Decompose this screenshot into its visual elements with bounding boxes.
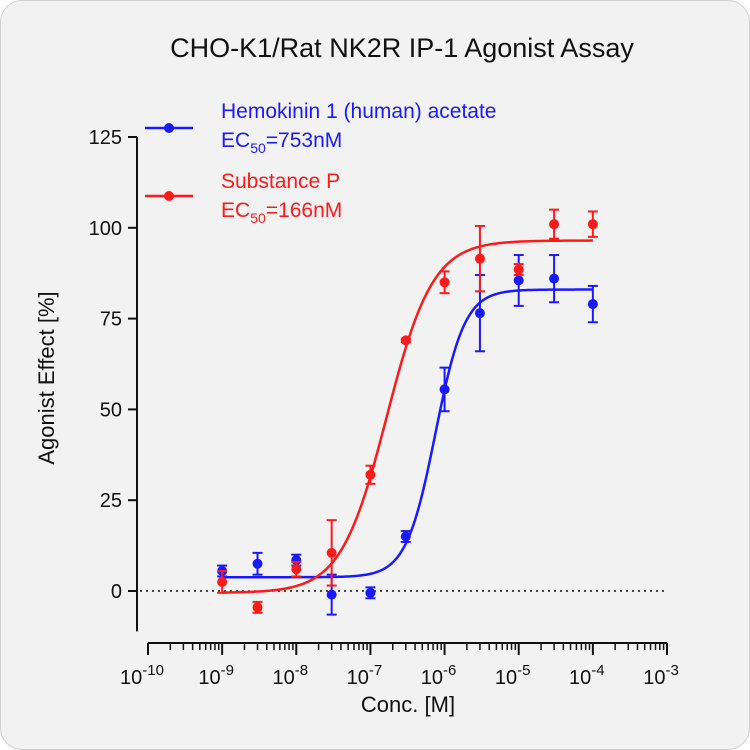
legend-marker-hemokinin [164,123,174,133]
data-point [326,589,337,600]
x-tick-base: 10 [421,667,443,689]
data-point [587,219,598,230]
data-point [400,335,411,346]
data-point [439,384,450,395]
data-point [252,558,263,569]
data-point [365,469,376,480]
x-tick-exponent: -7 [369,662,382,679]
data-point [587,299,598,310]
data-point [252,602,263,613]
x-tick-label: 10-6 [421,662,457,689]
legend-ec50-label-hemokinin: EC [221,129,250,152]
legend-ec50-sub-substance-p: 50 [250,210,266,226]
data-point [439,277,450,288]
legend-ec50-sub-hemokinin: 50 [250,140,266,156]
data-point [400,531,411,542]
data-point [513,264,524,275]
legend-ec50-hemokinin: EC50=753nM [221,129,342,156]
data-point [474,253,485,264]
data-point [549,219,560,230]
legend-ec50-substance-p: EC50=166nM [221,199,342,226]
x-tick-base: 10 [120,667,142,689]
x-tick-label: 10-9 [198,662,234,689]
data-point [513,275,524,286]
x-tick-exponent: -8 [295,662,308,679]
y-tick-label: 75 [100,309,122,331]
legend-marker-substance-p [164,191,174,201]
x-tick-label: 10-7 [347,662,383,689]
legend-ec50-value-hemokinin: =753nM [266,129,342,152]
x-tick-base: 10 [643,667,665,689]
data-point [326,547,337,558]
x-tick-exponent: -3 [665,662,678,679]
data-point [291,564,302,575]
x-tick-base: 10 [347,667,369,689]
y-tick-label: 25 [100,490,122,512]
x-axis-title: Conc. [M] [361,692,455,717]
data-point [474,308,485,319]
data-point [365,587,376,598]
legend: Hemokinin 1 (human) acetate EC50=753nM S… [145,100,496,226]
x-tick-base: 10 [198,667,220,689]
x-tick-label: 10-10 [120,662,164,689]
y-tick-label: 0 [111,581,122,603]
y-tick-label: 50 [100,399,122,421]
y-tick-label: 125 [89,127,122,149]
x-tick-base: 10 [569,667,591,689]
legend-ec50-label-substance-p: EC [221,199,250,222]
data-point [217,576,228,587]
x-tick-exponent: -6 [443,662,456,679]
x-tick-label: 10-8 [272,662,308,689]
data-point [549,273,560,284]
x-tick-base: 10 [495,667,517,689]
legend-label-hemokinin: Hemokinin 1 (human) acetate [221,100,496,123]
x-tick-base: 10 [272,667,294,689]
x-tick-label: 10-3 [643,662,679,689]
data-points [217,208,598,616]
x-tick-label: 10-5 [495,662,531,689]
y-tick-label: 100 [89,218,122,240]
x-tick-exponent: -9 [221,662,234,679]
x-tick-label: 10-4 [569,662,605,689]
chart-title: CHO-K1/Rat NK2R IP-1 Agonist Assay [170,33,634,63]
legend-label-substance-p: Substance P [221,170,340,193]
x-tick-exponent: -10 [142,662,164,679]
y-axis-title: Agonist Effect [%] [34,291,59,464]
x-tick-exponent: -5 [517,662,530,679]
legend-ec50-value-substance-p: =166nM [266,199,342,222]
x-tick-exponent: -4 [591,662,604,679]
